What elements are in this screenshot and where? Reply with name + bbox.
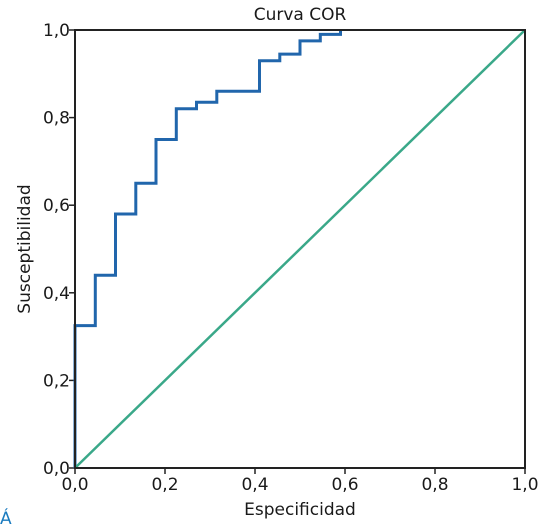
y-axis-title: Susceptibilidad <box>15 184 35 313</box>
y-tick-label: 0,2 <box>43 371 70 391</box>
x-tick-label: 0,6 <box>331 475 358 495</box>
y-tick-label: 0,0 <box>43 459 70 479</box>
reference-diagonal-line <box>74 29 526 469</box>
plot-frame <box>74 29 526 469</box>
y-tick-label: 0,4 <box>43 284 70 304</box>
x-tick-label: 0,8 <box>421 475 448 495</box>
chart-title: Curva COR <box>254 5 347 25</box>
series-layer <box>73 29 526 469</box>
y-tick-label: 0,6 <box>43 196 70 216</box>
x-axis-ticks: 0,0 0,2 0,4 0,6 0,8 1,0 <box>61 468 539 495</box>
y-axis-ticks: 0,0 0,2 0,4 0,6 0,8 1,0 <box>43 21 75 479</box>
x-tick-label: 0,2 <box>151 475 178 495</box>
x-tick-label: 0,4 <box>241 475 268 495</box>
y-tick-label: 0,8 <box>43 109 70 129</box>
footer-fragment: Á <box>0 507 12 526</box>
x-tick-label: 1,0 <box>511 475 538 495</box>
x-tick-label: 0,0 <box>61 475 88 495</box>
x-axis-title: Especificidad <box>244 500 356 520</box>
roc-curve-line <box>73 30 342 468</box>
y-tick-label: 1,0 <box>43 21 70 41</box>
